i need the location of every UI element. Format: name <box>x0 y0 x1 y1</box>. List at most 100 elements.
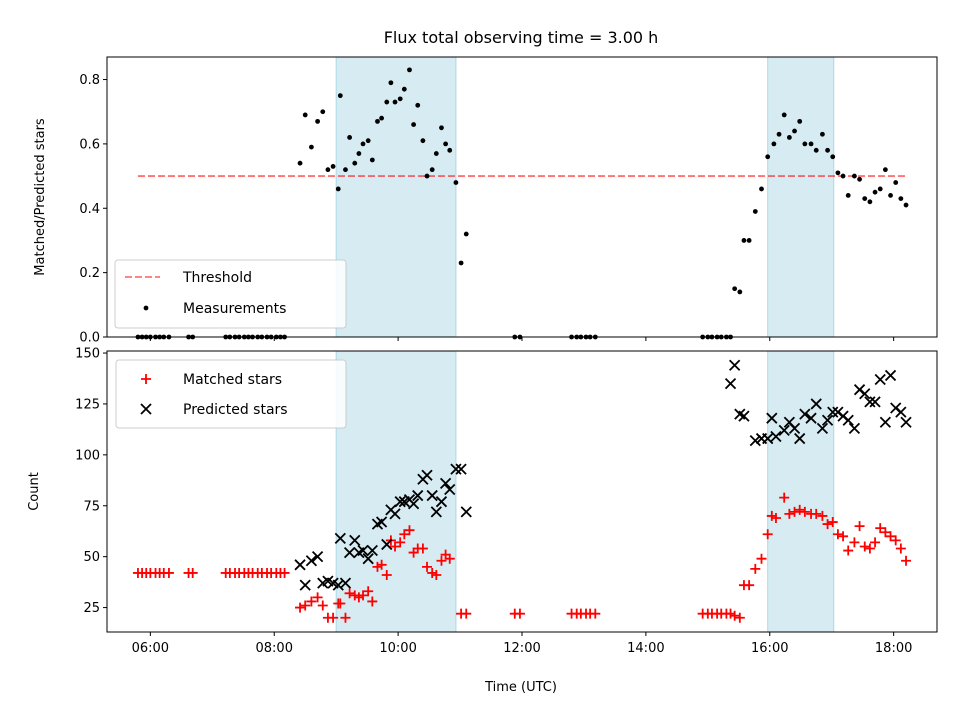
predicted-star-point <box>294 559 306 571</box>
predicted-star-point <box>859 388 871 400</box>
matched-star-point <box>395 537 406 548</box>
matched-star-point <box>279 567 290 578</box>
legend-matched-swatch <box>141 374 151 384</box>
predicted-star-point <box>439 477 452 489</box>
matched-star-point <box>404 525 415 536</box>
predicted-star-point <box>394 496 406 508</box>
measurement-point <box>429 167 435 173</box>
measurement-point <box>771 141 777 147</box>
predicted-star-point <box>816 422 829 435</box>
matched-star-point <box>376 559 387 570</box>
predicted-star-point <box>848 422 861 435</box>
measurement-point <box>411 122 417 127</box>
y-tick-label: 100 <box>75 448 100 463</box>
predicted-star-point <box>821 414 834 426</box>
matched-star-point <box>859 541 870 552</box>
x-tick-label: 14:00 <box>627 641 664 656</box>
measurement-point <box>792 128 797 134</box>
measurement-point <box>365 138 371 144</box>
legend-box <box>114 259 347 329</box>
matched-star-point <box>799 506 810 517</box>
predicted-star-point <box>349 534 361 547</box>
matched-star-point <box>187 567 198 578</box>
predicted-star-point <box>874 373 886 386</box>
measurement-point <box>776 131 782 137</box>
matched-star-point <box>870 537 881 548</box>
predicted-star-point <box>827 406 839 418</box>
predicted-star-point <box>421 469 433 481</box>
predicted-star-point <box>407 498 420 510</box>
matched-star-point <box>734 612 745 623</box>
matched-star-point <box>295 602 306 613</box>
matched-star-point <box>300 600 311 611</box>
measurement-point <box>420 138 426 144</box>
matched-star-point <box>794 504 805 515</box>
measurement-point <box>888 192 893 198</box>
predicted-star-point <box>426 489 438 502</box>
measurement-point <box>315 118 320 124</box>
measurement-point <box>375 118 380 124</box>
matched-star-point <box>822 519 833 530</box>
x-tick-label: 18:00 <box>875 641 912 656</box>
predicted-star-point <box>450 463 462 475</box>
count-panel: 25 50 75 100 125 150 06:00 08:00 10:00 12:00 14:00… <box>27 347 938 656</box>
predicted-star-point <box>884 369 897 382</box>
matched-star-point <box>779 492 790 503</box>
measurement-point <box>424 173 430 179</box>
measurement-point <box>882 167 888 173</box>
matched-star-point <box>885 531 896 542</box>
measurement-point <box>802 141 808 147</box>
measurement-point <box>893 180 899 185</box>
shaded-interval <box>767 350 835 633</box>
measurement-point <box>737 289 743 295</box>
legend-threshold-label: Threshold <box>182 270 252 286</box>
matched-star-point <box>854 521 865 532</box>
shaded-interval <box>767 56 835 338</box>
measurement-point <box>845 192 851 198</box>
predicted-star-point <box>299 579 311 591</box>
predicted-star-point <box>381 538 393 551</box>
predicted-star-point <box>738 410 750 422</box>
matched-star-point <box>827 517 838 528</box>
y-tick-label: 0.6 <box>79 137 100 152</box>
measurement-point <box>759 186 764 192</box>
predicted-star-point <box>766 412 778 424</box>
measurement-point <box>857 176 862 182</box>
y-tick-label: 50 <box>83 550 100 565</box>
predicted-star-point <box>900 416 912 428</box>
matched-star-point <box>335 598 346 609</box>
measurement-point <box>443 141 449 147</box>
measurement-point <box>397 96 403 102</box>
predicted-star-point <box>430 506 442 518</box>
predicted-star-point <box>864 396 876 408</box>
matched-star-point <box>890 535 901 546</box>
predicted-star-point <box>444 483 456 496</box>
y-tick-label: 25 <box>83 601 100 616</box>
matched-star-point <box>849 537 860 548</box>
y-axis-label: Matched/Predicted stars <box>33 118 48 276</box>
matched-star-point <box>163 567 174 578</box>
measurement-point <box>309 144 314 150</box>
matched-star-point <box>363 586 374 597</box>
measurement-point <box>360 141 366 147</box>
predicted-star-point <box>311 551 324 563</box>
matched-star-point <box>864 543 875 554</box>
predicted-star-point <box>366 544 378 557</box>
predicted-star-point <box>412 489 424 502</box>
matched-star-point <box>789 506 800 517</box>
predicted-star-point <box>343 546 356 559</box>
measurement-point <box>862 196 868 202</box>
matched-star-point <box>750 563 761 574</box>
legend-measurements-label: Measurements <box>183 301 286 317</box>
matched-star-point <box>514 608 525 619</box>
measurement-point <box>379 115 385 121</box>
matched-star-point <box>390 541 401 552</box>
matched-star-point <box>417 543 428 554</box>
matched-star-point <box>328 612 339 623</box>
measurement-point <box>746 238 752 243</box>
measurement-point <box>302 112 308 118</box>
legend-predicted-label: Predicted stars <box>183 402 288 418</box>
x-tick-label: 12:00 <box>503 641 540 656</box>
measurement-point <box>808 141 814 147</box>
measurement-point <box>830 154 836 160</box>
